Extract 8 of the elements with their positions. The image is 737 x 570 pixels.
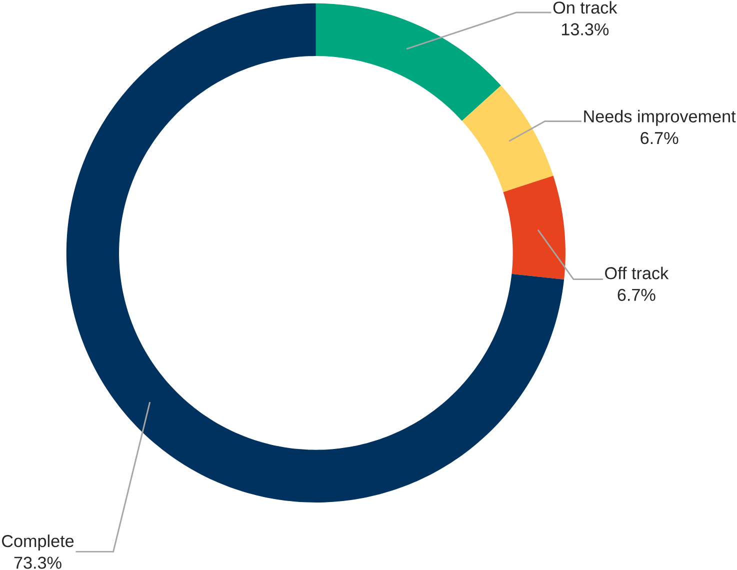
data-label: 6.7% <box>618 288 656 301</box>
data-label: 73.3% <box>14 556 62 569</box>
data-label: 6.7% <box>640 132 678 144</box>
slice-label: On track <box>553 1 618 14</box>
slice-label: Needs improvement <box>584 110 736 126</box>
slice-label: Off track <box>605 266 669 280</box>
data-label: 13.3% <box>562 23 609 36</box>
slice-label: Complete <box>2 534 74 551</box>
